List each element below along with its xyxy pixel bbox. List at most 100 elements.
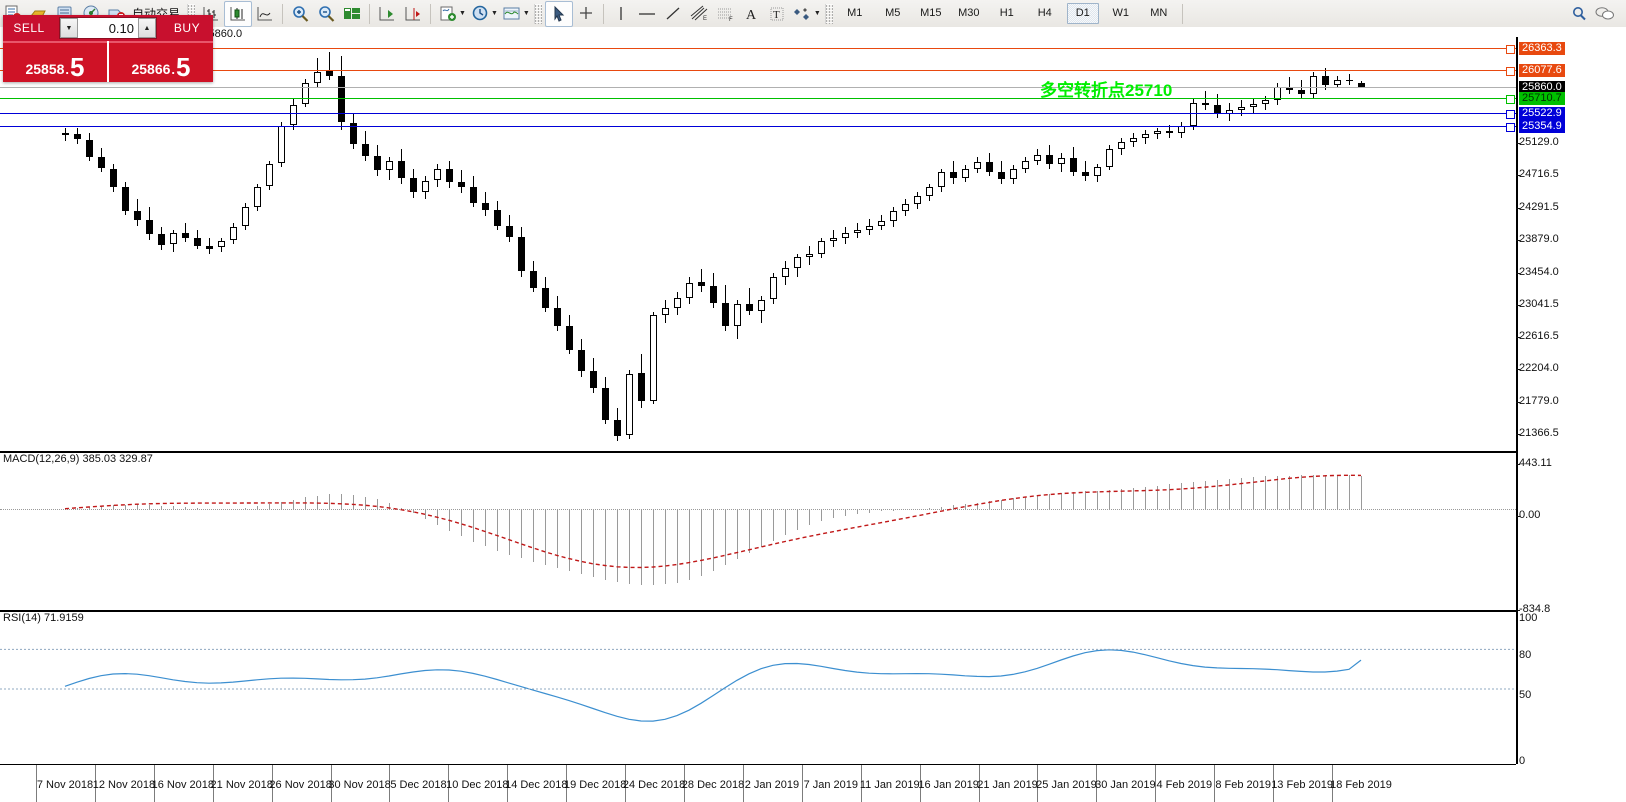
timeframe-m1[interactable]: M1 — [847, 7, 863, 19]
price-tick-mark — [1516, 402, 1520, 404]
templates-chevron-down-icon[interactable]: ▼ — [522, 10, 530, 17]
chart-area[interactable]: DJ30-,Daily 25909.0 25931.0 25845.0 2586… — [0, 27, 1626, 802]
timeframe-w1[interactable]: W1 — [1112, 7, 1130, 19]
candle-wick — [1289, 77, 1290, 95]
draw-objects-chevron-down-icon[interactable]: ▼ — [813, 10, 821, 17]
macd-histogram-bar — [605, 509, 606, 580]
cursor-icon[interactable] — [544, 0, 573, 27]
candle-body — [1310, 75, 1317, 95]
price-scale[interactable]: 25129.0 24716.5 24291.5 23879.0 23454.0 23041… — [1516, 37, 1626, 447]
timeframe-h1[interactable]: H1 — [999, 7, 1014, 19]
candle-body — [902, 204, 909, 212]
shift-end-icon[interactable] — [374, 2, 400, 26]
macd-histogram-bar — [461, 509, 462, 537]
candle-body — [1106, 149, 1113, 167]
toolbar-grip-3[interactable] — [824, 3, 833, 24]
equidistant-channel-icon[interactable]: E — [686, 2, 712, 26]
macd-pane[interactable] — [0, 457, 1516, 609]
candle-body — [998, 171, 1005, 180]
one-click-trading-panel[interactable]: SELL ▼ 0.10 ▲ BUY 25858 . 5 25866 . 5 — [3, 15, 213, 82]
buy-button[interactable]: BUY — [173, 21, 201, 35]
tile-windows-icon[interactable] — [339, 2, 365, 26]
candle-body — [554, 307, 561, 327]
toolbar-grip-2[interactable] — [533, 3, 542, 24]
indicators-chevron-down-icon[interactable]: ▼ — [459, 10, 466, 17]
candle-body — [578, 349, 585, 372]
templates-icon[interactable] — [499, 2, 525, 26]
pivot-line[interactable] — [0, 98, 1516, 100]
volume-stepper[interactable]: ▼ 0.10 ▲ — [59, 17, 157, 39]
timeframe-d1[interactable]: D1 — [1066, 3, 1099, 24]
candle-body — [650, 315, 657, 401]
zoom-out-icon[interactable] — [313, 2, 339, 26]
sell-button[interactable]: SELL — [13, 21, 45, 35]
macd-histogram-bar — [377, 499, 378, 509]
timeframe-m30[interactable]: M30 — [958, 7, 980, 19]
macd-histogram-bar — [1193, 482, 1194, 509]
macd-histogram-bar — [677, 509, 678, 583]
chart-shift-icon[interactable] — [400, 2, 426, 26]
volume-increase-button[interactable]: ▲ — [138, 18, 156, 38]
candle-body — [62, 132, 69, 136]
support-line-handle[interactable] — [1506, 122, 1515, 132]
timeframe-m15[interactable]: M15 — [920, 7, 942, 19]
candle-body — [866, 225, 873, 231]
candle-body — [542, 287, 549, 308]
draw-objects-icon[interactable] — [790, 2, 816, 26]
trendline-icon[interactable] — [660, 2, 686, 26]
period-icon[interactable] — [467, 2, 493, 26]
date-tick — [1155, 765, 1157, 802]
candle-body — [1322, 75, 1329, 85]
rsi-pane[interactable] — [0, 615, 1516, 763]
date-label: 5 Dec 2018 — [390, 779, 447, 791]
date-tick — [212, 765, 214, 802]
volume-input[interactable]: 0.10 — [108, 20, 134, 36]
support-line[interactable] — [0, 125, 1516, 127]
period-chevron-down-icon[interactable]: ▼ — [490, 10, 498, 17]
candle-body — [806, 253, 813, 258]
resistance-line[interactable] — [0, 47, 1516, 49]
timeframe-h4[interactable]: H4 — [1037, 7, 1052, 19]
trade-panel-divider — [107, 41, 109, 82]
sell-price[interactable]: 25858 . 5 — [3, 41, 107, 82]
crosshair-icon[interactable] — [573, 2, 599, 26]
candlestick-chart-icon[interactable] — [224, 0, 253, 27]
macd-histogram-bar — [269, 504, 270, 509]
candle-body — [1046, 154, 1053, 164]
macd-histogram-bar — [341, 494, 342, 509]
macd-histogram-bar — [389, 503, 390, 509]
buy-price[interactable]: 25866 . 5 — [109, 41, 213, 82]
resistance-line-handle[interactable] — [1506, 66, 1515, 76]
timeframe-mn[interactable]: MN — [1150, 7, 1168, 19]
price-plot[interactable]: 多空转折点25710 — [0, 37, 1516, 447]
horizontal-line-icon[interactable] — [634, 2, 660, 26]
text-icon[interactable]: T — [764, 2, 790, 26]
price-tick: 22204.0 — [1516, 362, 1559, 374]
date-label: 21 Nov 2018 — [210, 779, 273, 791]
macd-histogram-bar — [257, 506, 258, 509]
candle-body — [398, 160, 405, 178]
vertical-line-icon[interactable] — [608, 2, 634, 26]
chat-icon[interactable] — [1592, 2, 1618, 26]
resistance-line-handle[interactable] — [1506, 44, 1515, 54]
resistance-line[interactable] — [0, 69, 1516, 71]
candle-body — [74, 133, 81, 140]
pivot-line-handle[interactable] — [1506, 95, 1515, 105]
fibonacci-icon[interactable]: F — [712, 2, 738, 26]
support-line[interactable] — [0, 112, 1516, 114]
price-tick: 25129.0 — [1516, 136, 1559, 148]
timeframe-m5[interactable]: M5 — [885, 7, 901, 19]
last-price-line[interactable] — [0, 86, 1516, 88]
chart-annotation-text[interactable]: 多空转折点25710 — [1040, 81, 1173, 101]
support-line-handle[interactable] — [1506, 109, 1515, 119]
text-label-icon[interactable]: A — [738, 2, 764, 26]
toolbar-grip[interactable] — [187, 3, 196, 24]
zoom-in-icon[interactable] — [287, 2, 313, 26]
sell-price-integer: 25858 — [25, 61, 65, 77]
macd-histogram-bar — [1157, 485, 1158, 509]
search-icon[interactable] — [1566, 2, 1592, 26]
volume-decrease-button[interactable]: ▼ — [60, 18, 78, 38]
candle-wick — [461, 170, 462, 194]
line-chart-icon[interactable] — [252, 2, 278, 26]
indicators-icon[interactable] — [435, 2, 461, 26]
